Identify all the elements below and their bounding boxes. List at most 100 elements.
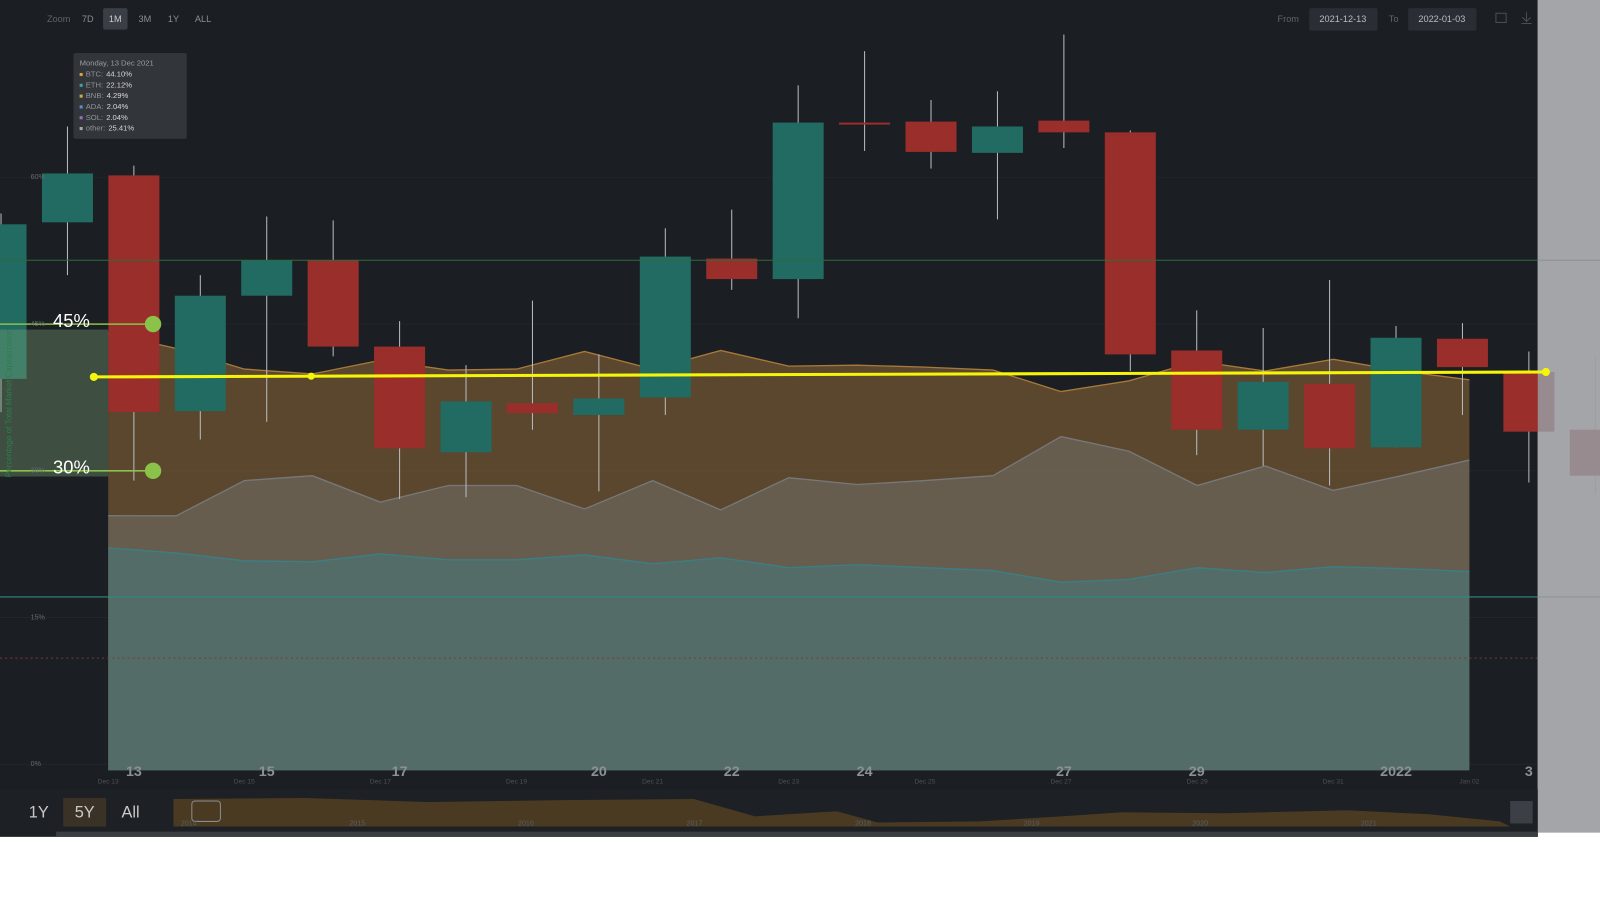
x-tick-label: Dec 29 [1187, 778, 1208, 785]
tooltip-title: Monday, 13 Dec 2021 [80, 58, 154, 67]
area-line [108, 435, 1470, 517]
candle-body [1237, 381, 1289, 430]
navigator-year: 2019 [1024, 819, 1040, 827]
x-tick-label: 2022 [1380, 764, 1412, 780]
compare-icon[interactable] [191, 800, 221, 822]
trend-handle[interactable] [1541, 367, 1550, 377]
candle-body [971, 126, 1023, 153]
candle-body [706, 258, 758, 280]
candle-body [1304, 383, 1356, 449]
candle-body [108, 175, 160, 413]
zoom-label: Zoom [47, 14, 71, 24]
candle-body [174, 295, 226, 412]
tooltip-name: BTC: [86, 70, 103, 79]
y-tick-label: 15% [31, 613, 46, 621]
tooltip-name: SOL: [86, 113, 103, 122]
x-tick-label: Dec 15 [234, 778, 255, 785]
legend-swatch [79, 83, 83, 87]
candle-body [1038, 120, 1090, 133]
candle-body [506, 403, 558, 414]
zoom-button[interactable]: 1Y [168, 14, 179, 24]
navigator-year: 2020 [1192, 819, 1208, 827]
legend-swatch [79, 105, 83, 109]
x-tick-label: Dec 17 [370, 778, 391, 785]
x-tick-label: 3 [1525, 764, 1533, 780]
level-label: 45% [53, 310, 90, 331]
from-label: From [1278, 14, 1300, 24]
legend-swatch [79, 94, 83, 98]
zone-highlight [0, 329, 109, 477]
trend-handle[interactable] [89, 372, 98, 381]
x-tick-label: 24 [857, 764, 873, 780]
navigator-year: 2021 [1361, 819, 1377, 827]
y-tick-label: 0% [31, 760, 42, 768]
candle-body [772, 122, 824, 280]
zoom-button[interactable]: 7D [82, 14, 94, 24]
tooltip-value: 22.12% [106, 80, 132, 89]
level-handle[interactable] [144, 462, 162, 479]
candle-body [905, 121, 957, 152]
from-date: 2021-12-13 [1319, 14, 1366, 24]
tooltip-entry: other: 25.41% [86, 124, 135, 133]
y-axis-title: Percentage of Total Market Capitalizatio… [4, 329, 13, 478]
tooltip-value: 25.41% [108, 124, 134, 133]
trend-midpoint[interactable] [307, 372, 315, 380]
y-tick-label: 45% [31, 320, 46, 328]
range-button-bg[interactable] [63, 797, 107, 827]
level-label: 30% [53, 457, 90, 478]
zoom-button-bg[interactable] [103, 8, 128, 30]
candle-body [440, 401, 492, 453]
range-button[interactable]: All [122, 804, 140, 822]
navigator-series [173, 797, 1511, 827]
zoom-button[interactable]: ALL [195, 14, 211, 24]
tooltip-value: 2.04% [107, 102, 129, 111]
to-label: To [1389, 14, 1399, 24]
candle-body [374, 346, 426, 449]
x-tick-label: 29 [1189, 764, 1205, 780]
navigator-handle[interactable] [1510, 801, 1533, 824]
x-tick-label: Dec 31 [1323, 778, 1344, 785]
tooltip-entry: ETH: 22.12% [86, 80, 133, 89]
from-input[interactable] [1309, 8, 1378, 31]
side-overlay [1537, 0, 1600, 833]
x-tick-label: Dec 23 [778, 778, 799, 785]
level-handle[interactable] [144, 315, 162, 333]
navigator-year: 2017 [687, 819, 703, 827]
tooltip-value: 2.04% [106, 113, 128, 122]
x-tick-label: Dec 13 [98, 778, 119, 785]
tooltip-entry: ADA: 2.04% [86, 102, 129, 111]
zoom-button[interactable]: 1M [109, 14, 122, 24]
tooltip-name: ETH: [86, 80, 103, 89]
candle-body [41, 173, 93, 223]
area-fill [108, 436, 1470, 771]
scrollbar[interactable] [56, 831, 1538, 837]
x-tick-label: Dec 25 [914, 778, 935, 785]
candle-body [307, 260, 359, 347]
legend-swatch [79, 116, 83, 120]
y-tick-label: 30% [31, 467, 46, 475]
download-icon[interactable] [1521, 12, 1532, 24]
range-button[interactable]: 1Y [29, 804, 49, 822]
tooltip-name: ADA: [86, 102, 104, 111]
candle-body [241, 260, 293, 296]
x-tick-label: 13 [126, 764, 142, 780]
x-tick-label: Jan 02 [1459, 778, 1479, 785]
trend-line [93, 370, 1546, 379]
tooltip-entry: BTC: 44.10% [86, 70, 133, 79]
candle-body [1370, 337, 1422, 448]
to-date: 2022-01-03 [1418, 14, 1465, 24]
x-tick-label: 15 [259, 764, 275, 780]
fullscreen-icon[interactable] [1495, 12, 1507, 23]
y-tick-label: 60% [31, 173, 46, 181]
navigator-year: 2018 [855, 819, 871, 827]
tooltip-value: 44.10% [106, 70, 132, 79]
range-button[interactable]: 5Y [75, 804, 95, 822]
x-tick-label: Dec 19 [506, 778, 527, 785]
x-tick-label: Dec 27 [1051, 778, 1072, 785]
to-input[interactable] [1408, 8, 1477, 31]
navigator-year: 2016 [518, 819, 534, 827]
tooltip-value: 4.29% [107, 91, 129, 100]
navigator-year: 2015 [349, 819, 365, 827]
zoom-button[interactable]: 3M [139, 14, 152, 24]
